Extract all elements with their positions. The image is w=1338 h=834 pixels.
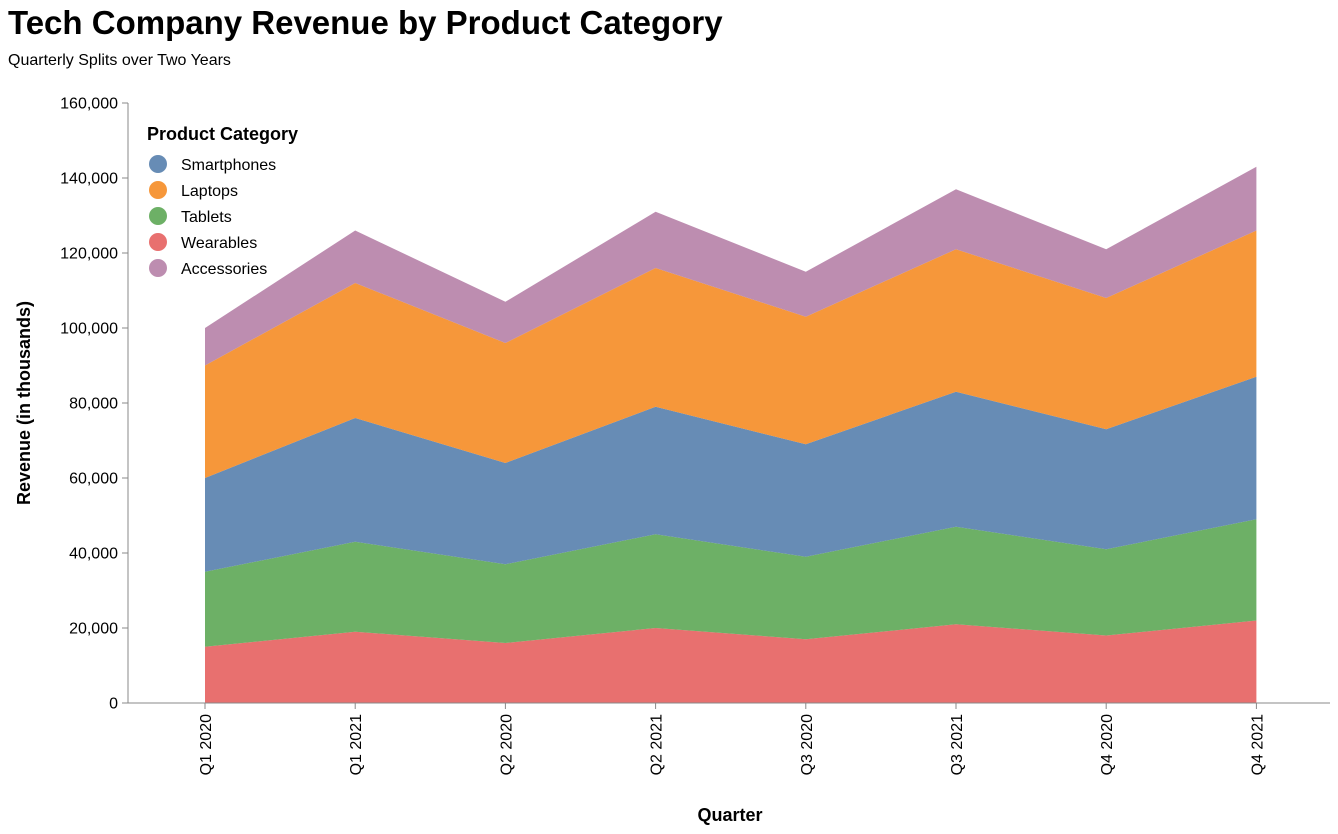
x-axis: Q1 2020 Q1 2021 Q2 2020 Q2 2021 Q3 2020 Q3 20…: [128, 702, 1330, 775]
legend-label-smartphones: Smartphones: [181, 157, 276, 174]
y-tick-label: 40,000: [69, 546, 118, 563]
y-tick-label: 120,000: [60, 246, 118, 263]
y-axis-title: Revenue (in thousands): [14, 301, 34, 505]
legend-title: Product Category: [147, 124, 298, 144]
area-layers: [205, 166, 1257, 703]
legend-label-accessories: Accessories: [181, 261, 267, 278]
legend-label-tablets: Tablets: [181, 209, 232, 226]
area-laptops: [205, 230, 1257, 478]
y-tick-label: 60,000: [69, 471, 118, 488]
legend-swatch-smartphones: [149, 155, 167, 173]
x-tick-label: Q1 2020: [198, 714, 215, 775]
y-tick-label: 80,000: [69, 396, 118, 413]
legend-label-wearables: Wearables: [181, 235, 257, 252]
legend-swatch-accessories: [149, 259, 167, 277]
y-tick-label: 160,000: [60, 96, 118, 113]
x-tick-label: Q4 2020: [1099, 714, 1116, 775]
legend-swatch-wearables: [149, 233, 167, 251]
area-tablets: [205, 519, 1257, 647]
y-tick-label: 20,000: [69, 621, 118, 638]
x-tick-label: Q4 2021: [1249, 714, 1266, 775]
x-axis-title: Quarter: [697, 805, 762, 825]
area-smartphones: [205, 376, 1257, 572]
area-wearables: [205, 620, 1257, 703]
y-tick-label: 140,000: [60, 171, 118, 188]
y-axis: 0 20,000 40,000 60,000 80,000 100,000 120,000 1…: [60, 96, 129, 713]
y-tick-label: 0: [109, 696, 118, 713]
x-tick-label: Q3 2021: [949, 714, 966, 775]
x-tick-label: Q2 2021: [649, 714, 666, 775]
chart-title: Tech Company Revenue by Product Category: [8, 4, 723, 41]
legend-swatch-laptops: [149, 181, 167, 199]
x-tick-label: Q3 2020: [799, 714, 816, 775]
legend-swatch-tablets: [149, 207, 167, 225]
chart-subtitle: Quarterly Splits over Two Years: [8, 52, 231, 69]
x-tick-label: Q2 2020: [498, 714, 515, 775]
legend-label-laptops: Laptops: [181, 183, 238, 200]
legend: Product Category Smartphones Laptops Table…: [147, 124, 298, 278]
y-tick-label: 100,000: [60, 321, 118, 338]
area-accessories: [205, 166, 1257, 366]
x-tick-label: Q1 2021: [348, 714, 365, 775]
